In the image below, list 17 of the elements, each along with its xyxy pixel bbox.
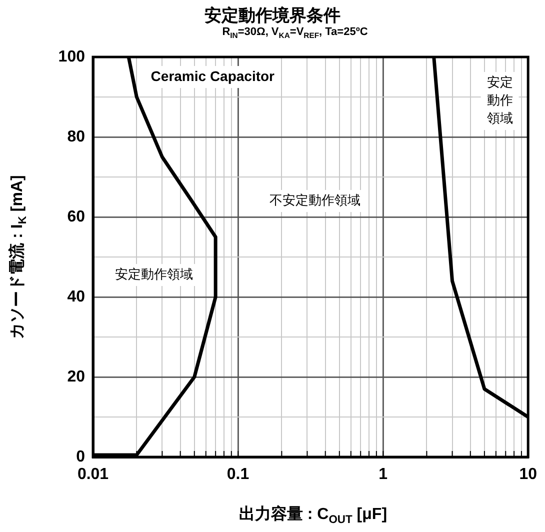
y-tick-label: 40 xyxy=(67,288,86,306)
y-tick-label: 60 xyxy=(67,208,86,226)
x-tick-label: 1 xyxy=(378,466,388,484)
chart-title: 安定動作境界条件 xyxy=(204,5,342,27)
y-tick-label: 100 xyxy=(58,48,86,66)
annotation: 安定動作領域 xyxy=(486,74,513,126)
annotation: Ceramic Capacitor xyxy=(150,68,276,84)
x-tick-label: 0.01 xyxy=(77,466,109,484)
y-tick-label: 20 xyxy=(67,368,86,386)
y-tick-label: 80 xyxy=(67,128,86,146)
x-tick-label: 0.1 xyxy=(226,466,250,484)
annotation: 不安定動作領域 xyxy=(269,192,360,208)
x-tick-label: 10 xyxy=(519,466,538,484)
x-axis-title: 出力容量 : C$_{OUT}$ [μF] xyxy=(238,504,388,526)
chart-subtitle: R$_{IN}$=30Ω, V$_{KA}$=V$_{REF}$, Ta=25ºC xyxy=(221,26,369,40)
y-tick-label: 0 xyxy=(76,448,86,466)
annotation: 安定動作領域 xyxy=(114,266,193,282)
